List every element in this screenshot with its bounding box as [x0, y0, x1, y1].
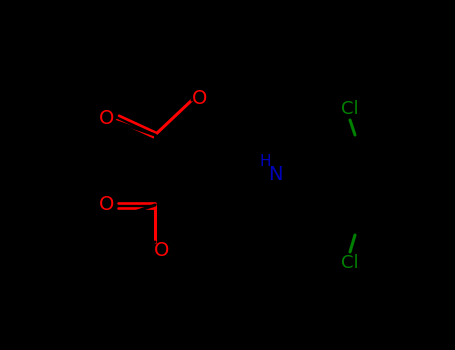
Text: O: O: [99, 196, 115, 215]
Text: Cl: Cl: [341, 100, 359, 118]
Text: N: N: [268, 166, 282, 184]
Text: H: H: [259, 154, 271, 169]
Text: Cl: Cl: [341, 254, 359, 272]
Text: O: O: [192, 89, 207, 107]
Text: O: O: [99, 108, 115, 127]
Text: O: O: [154, 240, 170, 259]
